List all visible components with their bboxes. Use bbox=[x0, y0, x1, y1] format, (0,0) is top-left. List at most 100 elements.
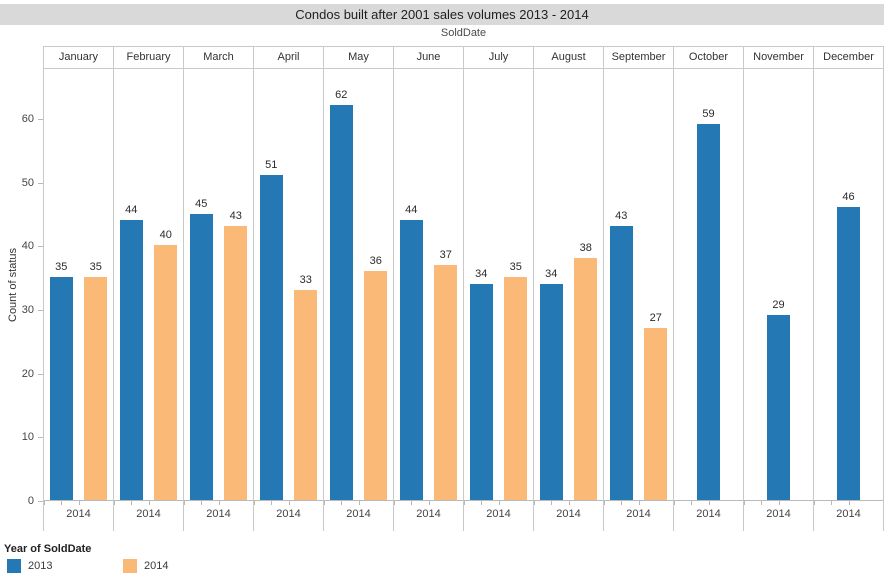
bar-2014-june[interactable] bbox=[434, 264, 458, 501]
month-panel-september: September 43 27 2014 bbox=[603, 46, 673, 531]
month-header-january: January bbox=[44, 46, 113, 69]
x-tick-mark bbox=[201, 501, 203, 506]
bar-2014-september[interactable] bbox=[644, 328, 668, 501]
month-axis-may: 2014 bbox=[324, 501, 393, 531]
x-tick-mark bbox=[341, 501, 343, 506]
y-tick-label-40: 40 bbox=[21, 240, 34, 253]
month-panels: January 35 35 2014 February 44 40 2014 March 45 43… bbox=[43, 46, 884, 531]
month-axis-january: 2014 bbox=[44, 501, 113, 531]
bar-2014-february[interactable] bbox=[154, 245, 178, 501]
x-tick-mark bbox=[78, 501, 80, 506]
x-tick-mark bbox=[708, 501, 710, 506]
bar-2014-july[interactable] bbox=[504, 277, 528, 501]
x-tick-label-february: 2014 bbox=[136, 508, 161, 521]
bar-value-2013-may: 62 bbox=[335, 89, 348, 102]
month-axis-june: 2014 bbox=[394, 501, 463, 531]
y-tick-mark bbox=[38, 437, 43, 439]
bar-2013-july[interactable] bbox=[469, 283, 493, 501]
month-plot-january: 35 35 bbox=[44, 68, 113, 502]
bar-value-2014-april: 33 bbox=[299, 273, 312, 286]
x-tick-label-october: 2014 bbox=[696, 508, 721, 521]
y-tick-label-10: 10 bbox=[21, 431, 34, 444]
x-tick-mark bbox=[744, 501, 745, 506]
bar-2013-april[interactable] bbox=[259, 175, 283, 501]
month-axis-march: 2014 bbox=[184, 501, 253, 531]
legend-swatch-2014[interactable] bbox=[123, 559, 137, 573]
x-tick-label-april: 2014 bbox=[276, 508, 301, 521]
month-plot-october: 59 bbox=[674, 68, 743, 502]
x-tick-mark bbox=[184, 501, 185, 506]
month-panel-june: June 44 37 2014 bbox=[393, 46, 463, 531]
x-tick-label-march: 2014 bbox=[206, 508, 231, 521]
bar-2013-august[interactable] bbox=[539, 283, 563, 501]
month-header-april: April bbox=[254, 46, 323, 69]
bar-value-2013-december: 46 bbox=[842, 191, 855, 204]
bar-2013-june[interactable] bbox=[399, 219, 423, 501]
chart-title-bar: Condos built after 2001 sales volumes 20… bbox=[0, 4, 884, 25]
month-header-july: July bbox=[464, 46, 533, 69]
chart-title: Condos built after 2001 sales volumes 20… bbox=[295, 7, 589, 22]
y-axis: 0 10 20 30 40 50 60 bbox=[0, 68, 43, 507]
month-axis-august: 2014 bbox=[534, 501, 603, 531]
bar-value-2013-august: 34 bbox=[545, 267, 558, 280]
month-panel-january: January 35 35 2014 bbox=[43, 46, 113, 531]
month-plot-july: 34 35 bbox=[464, 68, 533, 502]
legend-swatch-2013[interactable] bbox=[7, 559, 21, 573]
bar-2013-december[interactable] bbox=[837, 207, 860, 501]
y-tick-label-50: 50 bbox=[21, 176, 34, 189]
month-header-may: May bbox=[324, 46, 393, 69]
x-tick-mark bbox=[254, 501, 255, 506]
bar-2013-october[interactable] bbox=[697, 124, 720, 501]
bar-value-2013-february: 44 bbox=[125, 203, 138, 216]
x-tick-mark bbox=[114, 501, 115, 506]
y-tick-mark bbox=[38, 118, 43, 120]
month-panel-july: July 34 35 2014 bbox=[463, 46, 533, 531]
month-plot-september: 43 27 bbox=[604, 68, 673, 502]
bar-2013-january[interactable] bbox=[49, 277, 73, 501]
legend-label-2013: 2013 bbox=[28, 560, 53, 572]
bar-2014-january[interactable] bbox=[84, 277, 108, 501]
x-tick-mark bbox=[411, 501, 413, 506]
legend-items: 2013 2014 bbox=[4, 559, 404, 575]
legend-item-2014[interactable]: 2014 bbox=[123, 559, 168, 573]
bar-2013-november[interactable] bbox=[767, 315, 790, 501]
bar-value-2013-september: 43 bbox=[615, 210, 628, 223]
bar-2014-august[interactable] bbox=[574, 258, 598, 501]
bar-2013-march[interactable] bbox=[189, 213, 213, 501]
month-panel-august: August 34 38 2014 bbox=[533, 46, 603, 531]
x-tick-mark bbox=[568, 501, 570, 506]
month-panel-november: November 29 2014 bbox=[743, 46, 813, 531]
bar-2014-march[interactable] bbox=[224, 226, 248, 501]
bar-2013-september[interactable] bbox=[609, 226, 633, 501]
x-tick-mark bbox=[358, 501, 360, 506]
legend: Year of SoldDate 2013 2014 bbox=[4, 543, 404, 575]
bar-value-2013-april: 51 bbox=[265, 159, 278, 172]
x-tick-mark bbox=[44, 501, 45, 506]
x-tick-mark bbox=[551, 501, 553, 506]
bar-value-2013-january: 35 bbox=[55, 261, 68, 274]
x-tick-mark bbox=[848, 501, 850, 506]
y-tick-label-30: 30 bbox=[21, 303, 34, 316]
x-tick-mark bbox=[271, 501, 273, 506]
bar-value-2013-october: 59 bbox=[702, 108, 715, 121]
month-panel-october: October 59 2014 bbox=[673, 46, 743, 531]
month-header-march: March bbox=[184, 46, 253, 69]
month-axis-february: 2014 bbox=[114, 501, 183, 531]
x-tick-label-may: 2014 bbox=[346, 508, 371, 521]
month-panel-march: March 45 43 2014 bbox=[183, 46, 253, 531]
bar-2014-may[interactable] bbox=[364, 270, 388, 501]
y-tick-label-60: 60 bbox=[21, 112, 34, 125]
x-tick-mark bbox=[131, 501, 133, 506]
bar-2013-may[interactable] bbox=[329, 105, 353, 501]
bar-value-2014-august: 38 bbox=[579, 242, 592, 255]
x-tick-mark bbox=[778, 501, 780, 506]
x-tick-mark bbox=[691, 501, 693, 506]
bar-2013-february[interactable] bbox=[119, 219, 143, 501]
bar-2014-april[interactable] bbox=[294, 289, 318, 501]
legend-label-2014: 2014 bbox=[144, 560, 169, 572]
x-tick-mark bbox=[814, 501, 815, 506]
legend-item-2013[interactable]: 2013 bbox=[7, 559, 52, 573]
x-tick-mark bbox=[324, 501, 325, 506]
month-plot-february: 44 40 bbox=[114, 68, 183, 502]
bar-value-2013-june: 44 bbox=[405, 203, 418, 216]
